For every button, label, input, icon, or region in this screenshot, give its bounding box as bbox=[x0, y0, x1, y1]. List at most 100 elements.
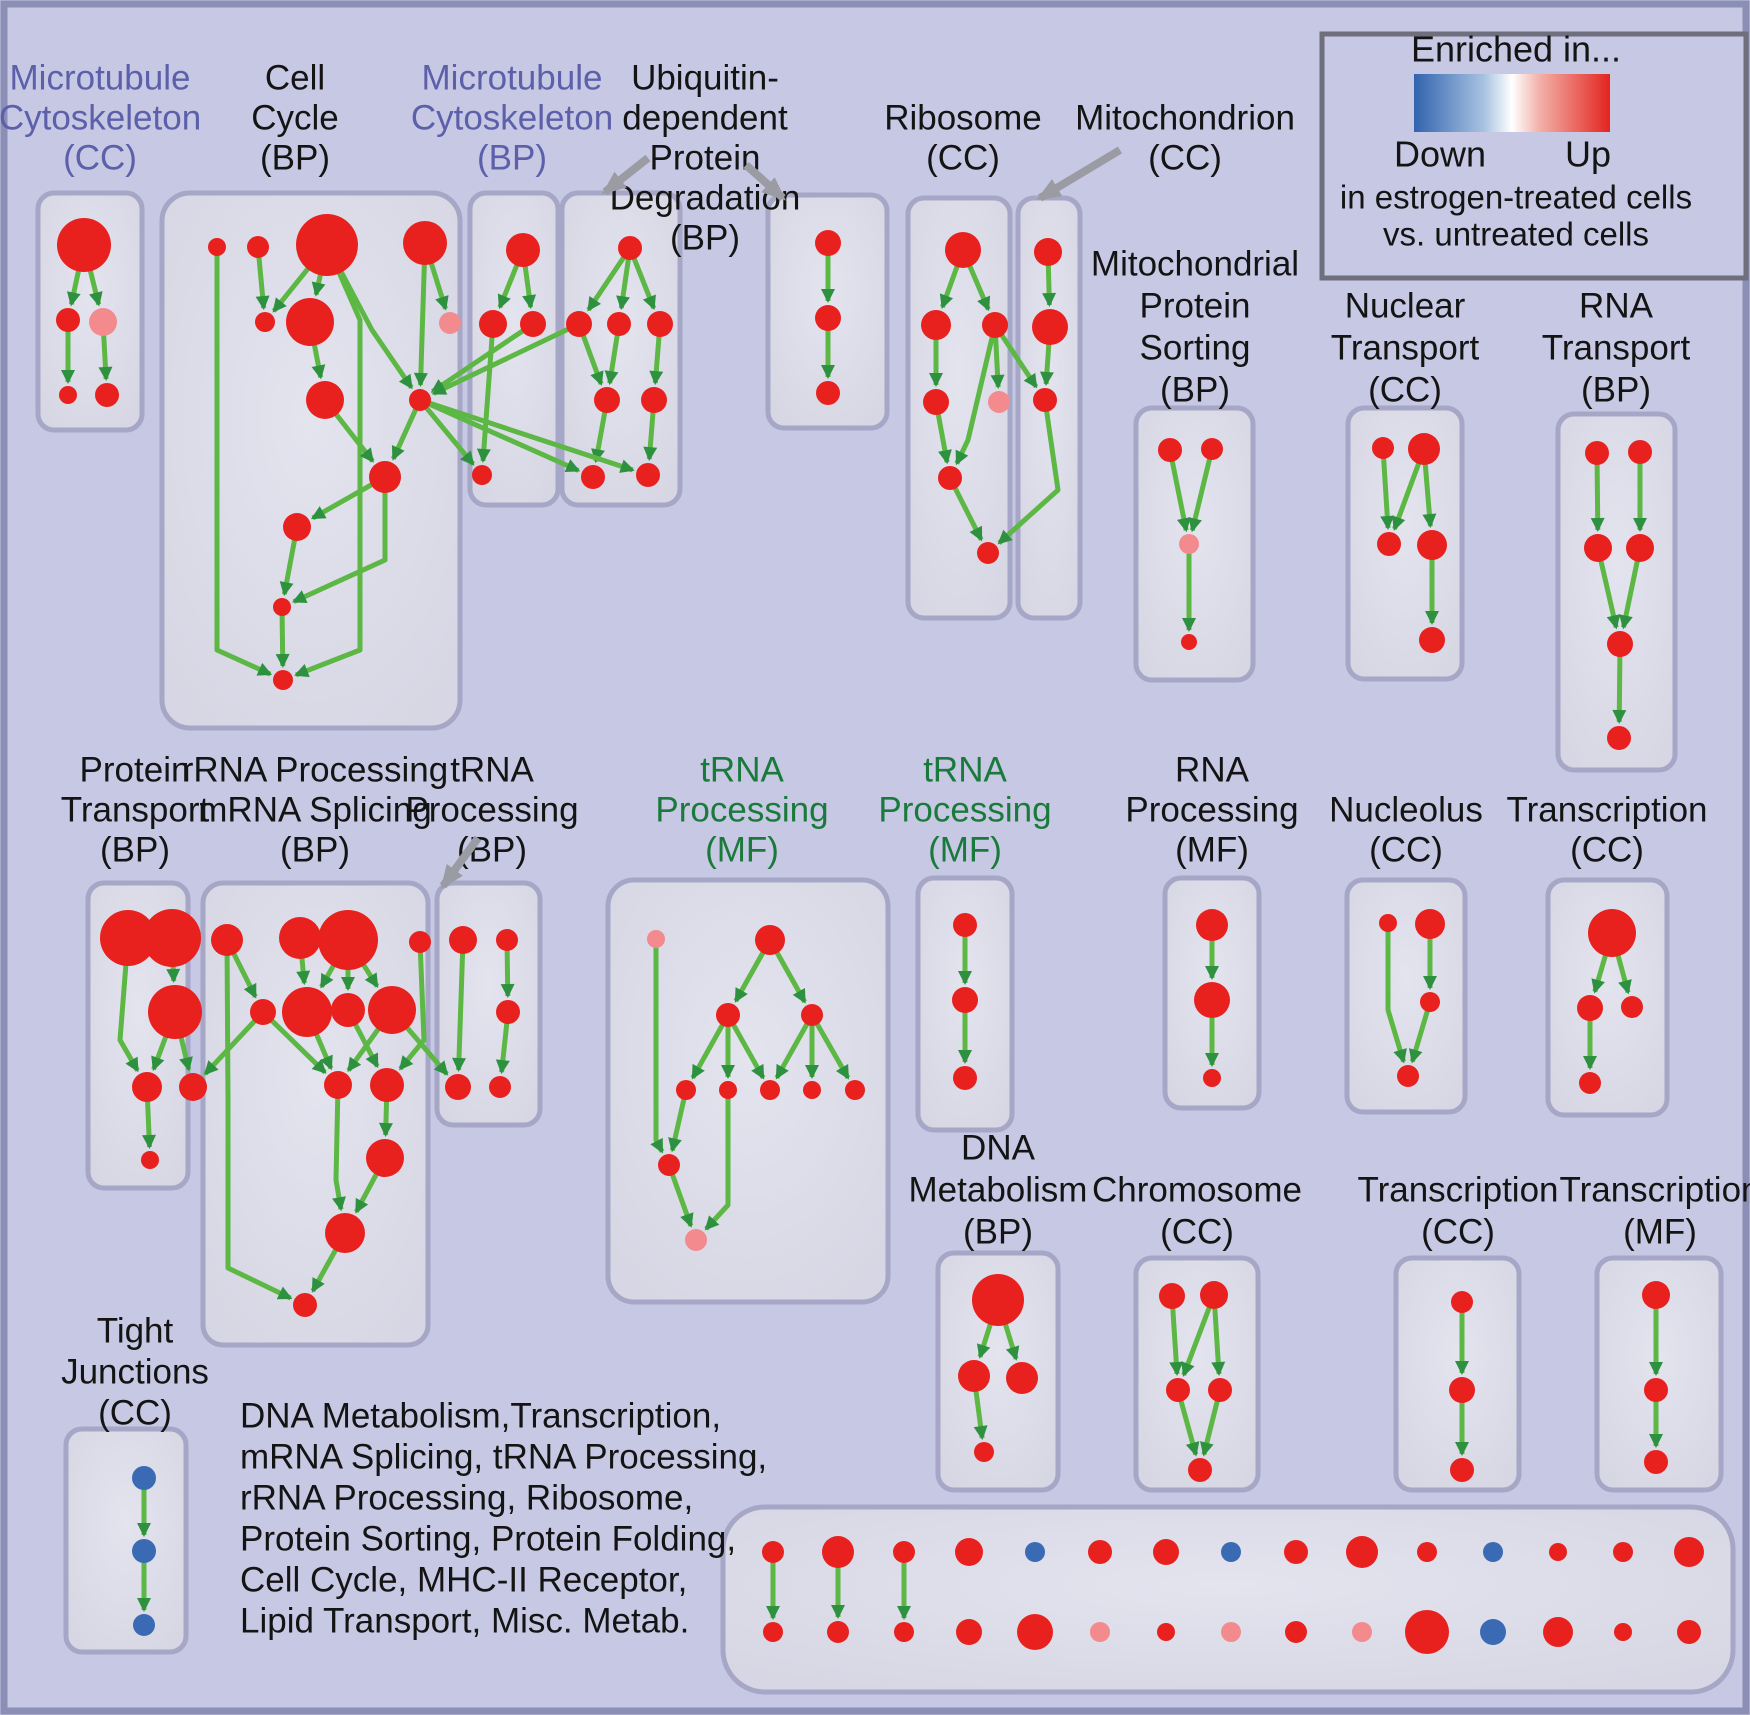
node-nucleolus bbox=[1379, 914, 1397, 932]
misc-text-line: DNA Metabolism,Transcription, bbox=[240, 1396, 721, 1435]
edge-rna-transport bbox=[1612, 643, 1627, 724]
node-cell-cycle bbox=[306, 381, 344, 419]
cluster-label-nuclear-transport: Transport bbox=[1331, 328, 1480, 367]
node-misc-strip bbox=[1017, 1614, 1053, 1650]
node-rrna bbox=[279, 917, 321, 959]
node-transcription-cc-2 bbox=[1621, 996, 1643, 1018]
cluster-label-mps: Mitochondrial bbox=[1091, 244, 1299, 283]
edge-rna-transport bbox=[1590, 452, 1605, 532]
node-misc-strip bbox=[956, 1619, 982, 1645]
node-misc-strip bbox=[1677, 1620, 1701, 1644]
node-misc-strip bbox=[822, 1536, 854, 1568]
annotation-arrow-ubiquitin-left bbox=[601, 154, 651, 196]
node-cell-cycle bbox=[283, 513, 311, 541]
node-cell-cycle bbox=[255, 312, 275, 332]
node-chromosome bbox=[1200, 1281, 1228, 1309]
edge-trna-mf-1 bbox=[704, 1090, 731, 1231]
cluster-label-nuclear-transport: Nuclear bbox=[1345, 286, 1466, 325]
edge-cell-cycle bbox=[275, 606, 290, 668]
node-mps bbox=[1179, 534, 1199, 554]
node-cell-cycle bbox=[403, 221, 447, 265]
node-rrna bbox=[211, 924, 243, 956]
node-transcription-cc-2 bbox=[1577, 995, 1603, 1021]
node-misc-strip bbox=[1285, 1621, 1307, 1643]
cross-edge bbox=[418, 398, 476, 466]
cluster-label-tight-junctions: Tight bbox=[97, 1311, 174, 1350]
cluster-label-mt-bp: Cytoskeleton bbox=[411, 98, 613, 137]
node-rna-proc-mf bbox=[1203, 1069, 1221, 1087]
edge-mt-bp bbox=[476, 323, 496, 463]
node-ribosome bbox=[988, 391, 1010, 413]
annotation-arrow-ubiquitin-right bbox=[743, 162, 786, 201]
edge-rrna bbox=[261, 1010, 327, 1075]
node-ubiq1 bbox=[581, 465, 605, 489]
cluster-label-ubiquitin: Protein bbox=[650, 138, 761, 177]
node-rna-transport bbox=[1585, 441, 1609, 465]
node-trna-mf-1 bbox=[685, 1229, 707, 1251]
node-misc-strip bbox=[1405, 1610, 1449, 1654]
node-mt-bp bbox=[479, 310, 507, 338]
cluster-label-trna-mf-2: (MF) bbox=[928, 830, 1002, 869]
node-mt-cc bbox=[89, 308, 117, 336]
node-dna-metabolism bbox=[1006, 1362, 1038, 1394]
node-ubiq1 bbox=[566, 311, 592, 337]
misc-text-line: rRNA Processing, Ribosome, bbox=[240, 1478, 693, 1517]
edge-cell-cycle bbox=[294, 243, 363, 678]
node-mitochondrion bbox=[1032, 309, 1068, 345]
node-trna-mf-1 bbox=[760, 1080, 780, 1100]
cluster-label-rrna: rRNA Processing bbox=[182, 750, 448, 789]
node-mt-cc bbox=[56, 308, 80, 332]
cluster-label-mt-bp: (BP) bbox=[477, 138, 547, 177]
cluster-box-dna-metabolism bbox=[935, 1250, 1061, 1493]
node-misc-strip bbox=[1549, 1543, 1567, 1561]
cluster-box-transcription-cc-2 bbox=[1545, 877, 1670, 1118]
edge-protein-transport bbox=[117, 937, 140, 1073]
misc-text-line: Protein Sorting, Protein Folding, bbox=[240, 1519, 736, 1558]
cross-edge bbox=[203, 1010, 265, 1076]
node-tight-junctions bbox=[132, 1539, 156, 1563]
node-ubiq2 bbox=[815, 230, 841, 256]
cluster-box-mt-bp bbox=[467, 190, 561, 508]
cross-edge bbox=[418, 397, 581, 473]
node-nuclear-transport bbox=[1408, 433, 1440, 465]
node-mps bbox=[1158, 438, 1182, 462]
node-nuclear-transport bbox=[1377, 532, 1401, 556]
cluster-label-dna-metabolism: (BP) bbox=[963, 1212, 1033, 1251]
edge-rrna bbox=[332, 1084, 346, 1212]
node-ubiq1 bbox=[607, 312, 631, 336]
node-dna-metabolism bbox=[958, 1360, 990, 1392]
node-misc-strip bbox=[1352, 1622, 1372, 1642]
node-protein-transport bbox=[179, 1073, 207, 1101]
node-misc-strip bbox=[1025, 1542, 1045, 1562]
cluster-label-protein-transport: Transport bbox=[61, 790, 210, 829]
node-nuclear-transport bbox=[1372, 437, 1394, 459]
cross-edge bbox=[431, 321, 581, 396]
edge-mps bbox=[1188, 448, 1215, 533]
edge-trna-mf-1 bbox=[668, 1089, 689, 1153]
node-ubiq1 bbox=[641, 387, 667, 413]
cluster-label-rrna: mRNA Splicing bbox=[198, 790, 431, 829]
cluster-label-cell-cycle: Cell bbox=[265, 58, 325, 97]
node-mt-cc bbox=[95, 383, 119, 407]
node-ubiq1 bbox=[636, 463, 660, 487]
node-transcription-cc-3 bbox=[1449, 1377, 1475, 1403]
node-misc-strip bbox=[1674, 1537, 1704, 1567]
node-trna-bp bbox=[445, 1074, 471, 1100]
node-mt-bp bbox=[520, 311, 546, 337]
node-trna-mf-2 bbox=[952, 987, 978, 1013]
node-trna-mf-1 bbox=[755, 925, 785, 955]
legend-subtitle-1: in estrogen-treated cells bbox=[1340, 179, 1692, 216]
edge-rrna bbox=[398, 941, 427, 1071]
node-rna-proc-mf bbox=[1196, 909, 1228, 941]
edge-cell-cycle bbox=[214, 247, 273, 677]
node-ubiq1 bbox=[647, 311, 673, 337]
node-trna-mf-1 bbox=[716, 1003, 740, 1027]
node-trna-bp bbox=[489, 1076, 511, 1098]
node-mps bbox=[1181, 634, 1197, 650]
node-nuclear-transport bbox=[1417, 530, 1447, 560]
node-ribosome bbox=[921, 310, 951, 340]
node-misc-strip bbox=[1480, 1619, 1506, 1645]
cluster-label-trna-mf-1: tRNA bbox=[700, 750, 784, 789]
cluster-label-transcription-cc-2: Transcription bbox=[1507, 790, 1708, 829]
